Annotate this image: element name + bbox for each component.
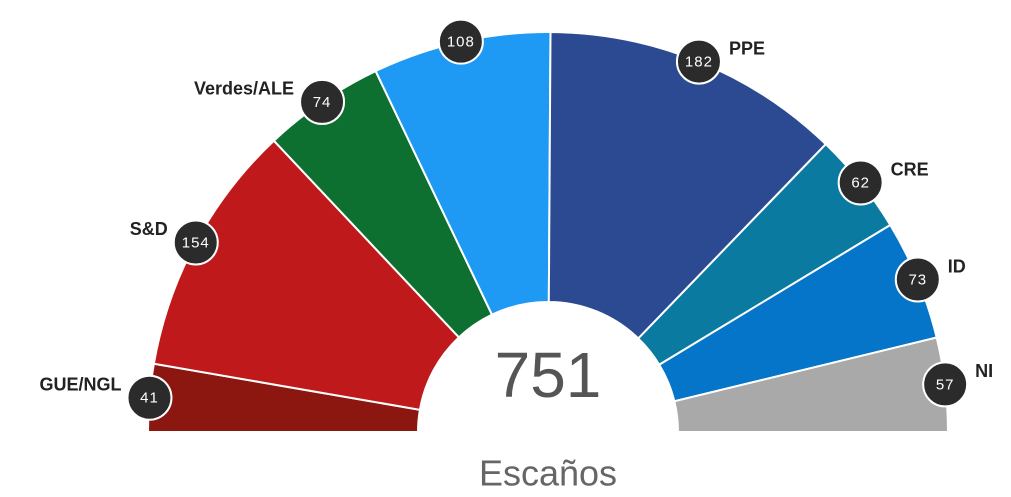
category-label: S&D	[130, 219, 168, 239]
value-label: 73	[908, 271, 927, 288]
value-badge	[675, 38, 722, 85]
category-label: CRE	[891, 159, 929, 179]
total: 751	[495, 339, 602, 411]
value-label: 74	[313, 94, 332, 111]
seat-segment	[547, 31, 828, 340]
value-badge	[922, 361, 969, 408]
value-badge	[172, 219, 219, 266]
value-badge	[837, 159, 884, 206]
value-label: 154	[182, 234, 210, 251]
category-label: PPE	[729, 38, 765, 58]
value-label: 57	[936, 376, 955, 393]
value-badge	[299, 78, 346, 125]
value-label: 41	[140, 390, 159, 407]
category-label: Verdes/ALE	[194, 79, 294, 99]
value-label: 182	[685, 54, 713, 71]
value-badge	[894, 256, 941, 303]
category-label: GUE/NGL	[39, 374, 121, 394]
category-label: ID	[948, 256, 966, 276]
subtitle: Escaños	[479, 453, 617, 494]
value-label: 62	[851, 174, 870, 191]
value-label: 108	[447, 34, 475, 51]
seat-segment	[152, 139, 461, 411]
value-badge	[126, 374, 173, 421]
category-label: NI	[975, 361, 993, 381]
value-badge	[437, 18, 484, 65]
